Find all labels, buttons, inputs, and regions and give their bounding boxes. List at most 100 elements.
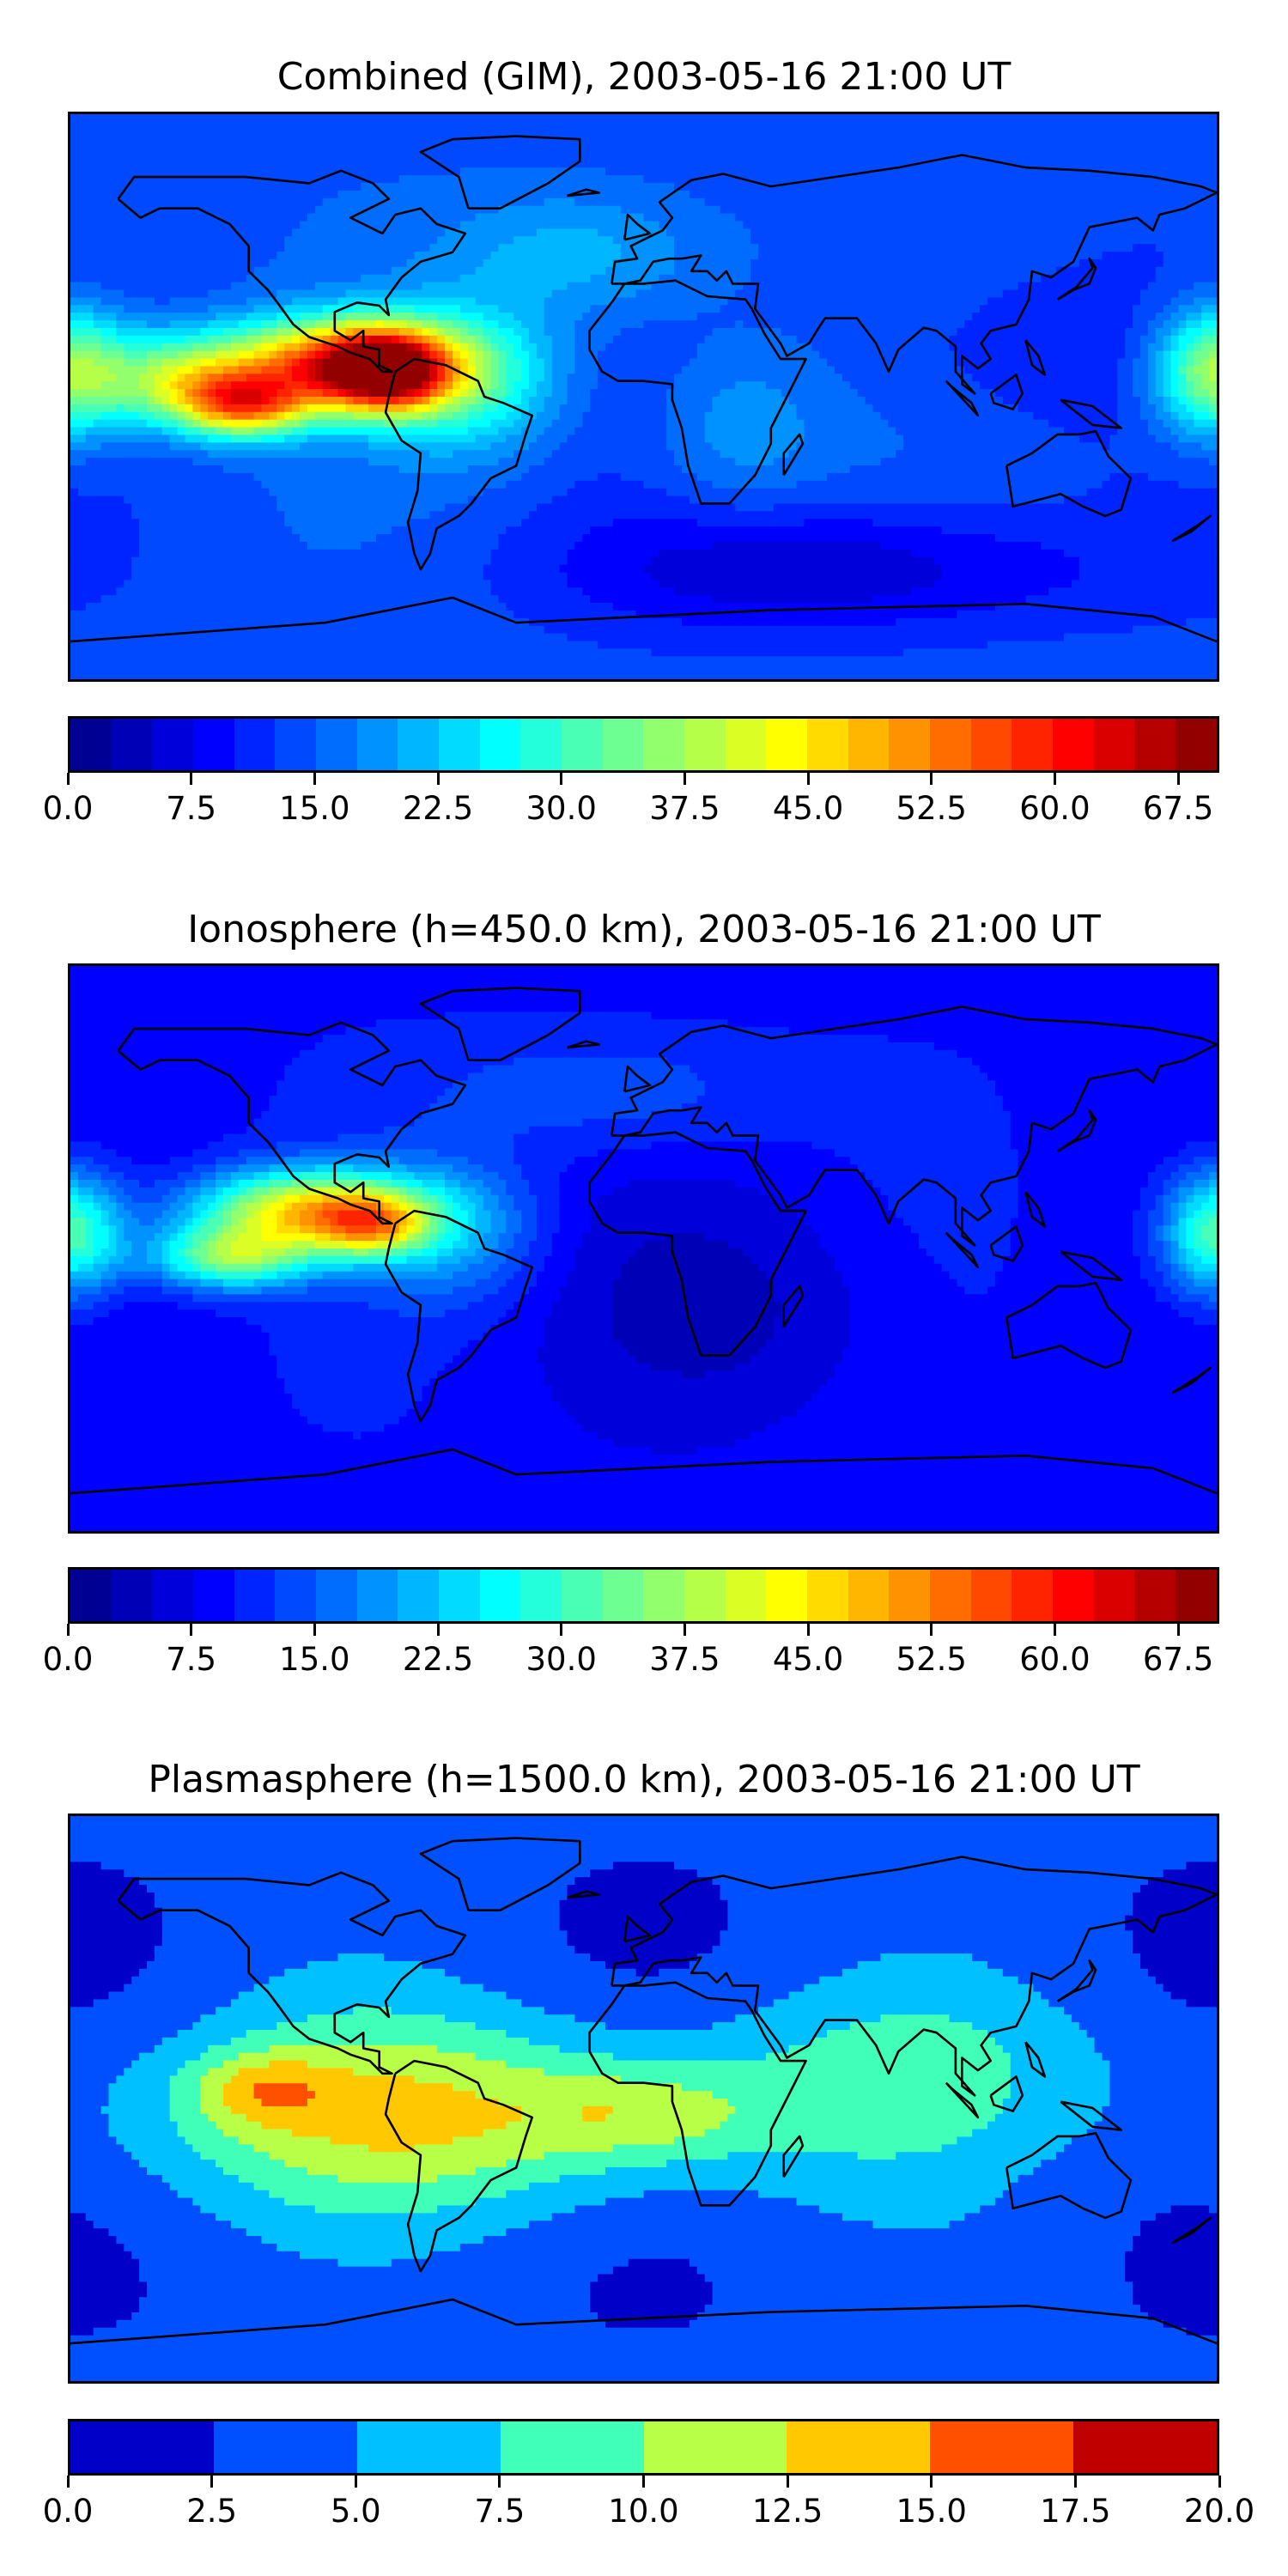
field-cell <box>704 266 714 276</box>
field-cell <box>108 343 117 352</box>
field-cell <box>422 305 430 313</box>
field-cell <box>918 152 927 161</box>
field-cell <box>253 137 263 146</box>
field-cell <box>1041 183 1049 191</box>
field-cell <box>559 258 568 268</box>
field-cell <box>1194 152 1202 161</box>
field-cell <box>1155 320 1164 329</box>
field-cell <box>720 350 728 360</box>
field-cell <box>1018 258 1027 268</box>
field-cell <box>383 228 392 237</box>
field-cell <box>276 358 285 368</box>
field-cell <box>139 114 148 123</box>
field-cell <box>957 228 965 237</box>
field-cell <box>1109 228 1118 237</box>
field-cell <box>200 213 209 222</box>
field-cell <box>1102 305 1110 313</box>
field-cell <box>490 144 499 154</box>
field-cell <box>1018 137 1027 146</box>
field-cell <box>223 282 232 291</box>
field-cell <box>835 244 843 252</box>
field-cell <box>712 175 721 184</box>
field-cell <box>108 350 117 360</box>
field-cell <box>781 236 790 245</box>
field-cell <box>1064 305 1072 313</box>
field-cell <box>841 350 851 360</box>
field-cell <box>1209 327 1217 337</box>
field-cell <box>765 313 775 321</box>
field-cell <box>1201 175 1210 184</box>
field-cell <box>544 175 553 184</box>
field-cell <box>857 183 866 191</box>
field-cell <box>345 114 354 123</box>
field-cell <box>124 327 132 337</box>
field-cell <box>1163 252 1172 260</box>
field-cell <box>1002 197 1012 207</box>
field-cell <box>307 274 316 283</box>
field-cell <box>1133 297 1141 306</box>
field-cell <box>437 297 446 306</box>
field-cell <box>307 297 316 306</box>
field-cell <box>154 175 163 184</box>
field-cell <box>368 297 377 306</box>
field-cell <box>1133 343 1141 352</box>
field-cell <box>498 236 507 245</box>
field-cell <box>964 305 973 313</box>
field-cell <box>246 274 255 283</box>
field-cell <box>941 152 951 161</box>
field-cell <box>1033 183 1042 191</box>
field-cell <box>1117 160 1126 168</box>
field-cell <box>926 289 935 298</box>
field-cell <box>376 167 385 176</box>
field-cell <box>796 205 805 215</box>
field-cell <box>941 121 951 131</box>
field-cell <box>911 305 920 313</box>
field-cell <box>773 121 782 131</box>
field-cell <box>169 327 179 337</box>
field-cell <box>345 252 354 260</box>
field-cell <box>911 313 920 321</box>
field-cell <box>1086 228 1096 237</box>
field-cell <box>1170 114 1180 123</box>
field-cell <box>574 274 583 283</box>
field-cell <box>131 289 140 298</box>
field-cell <box>459 129 469 138</box>
field-cell <box>453 137 461 146</box>
field-cell <box>276 313 285 321</box>
field-cell <box>933 252 943 260</box>
field-cell <box>216 213 224 222</box>
field-cell <box>544 137 553 146</box>
field-cell <box>368 167 377 176</box>
field-cell <box>590 221 598 229</box>
field-cell <box>330 252 339 260</box>
field-cell <box>727 320 736 329</box>
field-cell <box>414 297 422 306</box>
field-cell <box>582 274 591 283</box>
field-cell <box>147 252 155 260</box>
field-cell <box>1094 183 1103 191</box>
field-cell <box>1071 358 1080 368</box>
field-cell <box>811 183 820 191</box>
field-cell <box>666 197 675 207</box>
field-cell <box>376 183 385 191</box>
field-cell <box>857 313 866 321</box>
field-cell <box>216 358 224 368</box>
field-cell <box>422 221 430 229</box>
field-cell <box>835 190 843 199</box>
field-cell <box>620 221 629 229</box>
field-cell <box>758 197 767 207</box>
field-cell <box>269 297 277 306</box>
field-cell <box>841 258 851 268</box>
field-cell <box>980 129 988 138</box>
field-cell <box>223 366 232 374</box>
field-cell <box>712 320 721 329</box>
field-cell <box>391 228 400 237</box>
field-cell <box>1056 167 1065 176</box>
field-cell <box>849 152 859 161</box>
field-cell <box>781 121 790 131</box>
field-cell <box>819 205 828 215</box>
field-cell <box>735 205 744 215</box>
field-cell <box>1086 175 1096 184</box>
field-cell <box>292 197 301 207</box>
field-cell <box>544 350 553 360</box>
